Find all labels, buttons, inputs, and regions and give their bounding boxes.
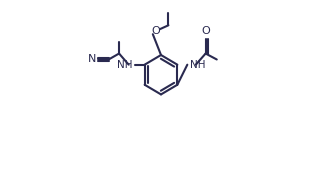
Text: NH: NH — [190, 60, 205, 70]
Text: NH: NH — [117, 60, 132, 70]
Text: O: O — [151, 26, 160, 36]
Text: N: N — [88, 55, 96, 64]
Text: O: O — [201, 27, 210, 36]
